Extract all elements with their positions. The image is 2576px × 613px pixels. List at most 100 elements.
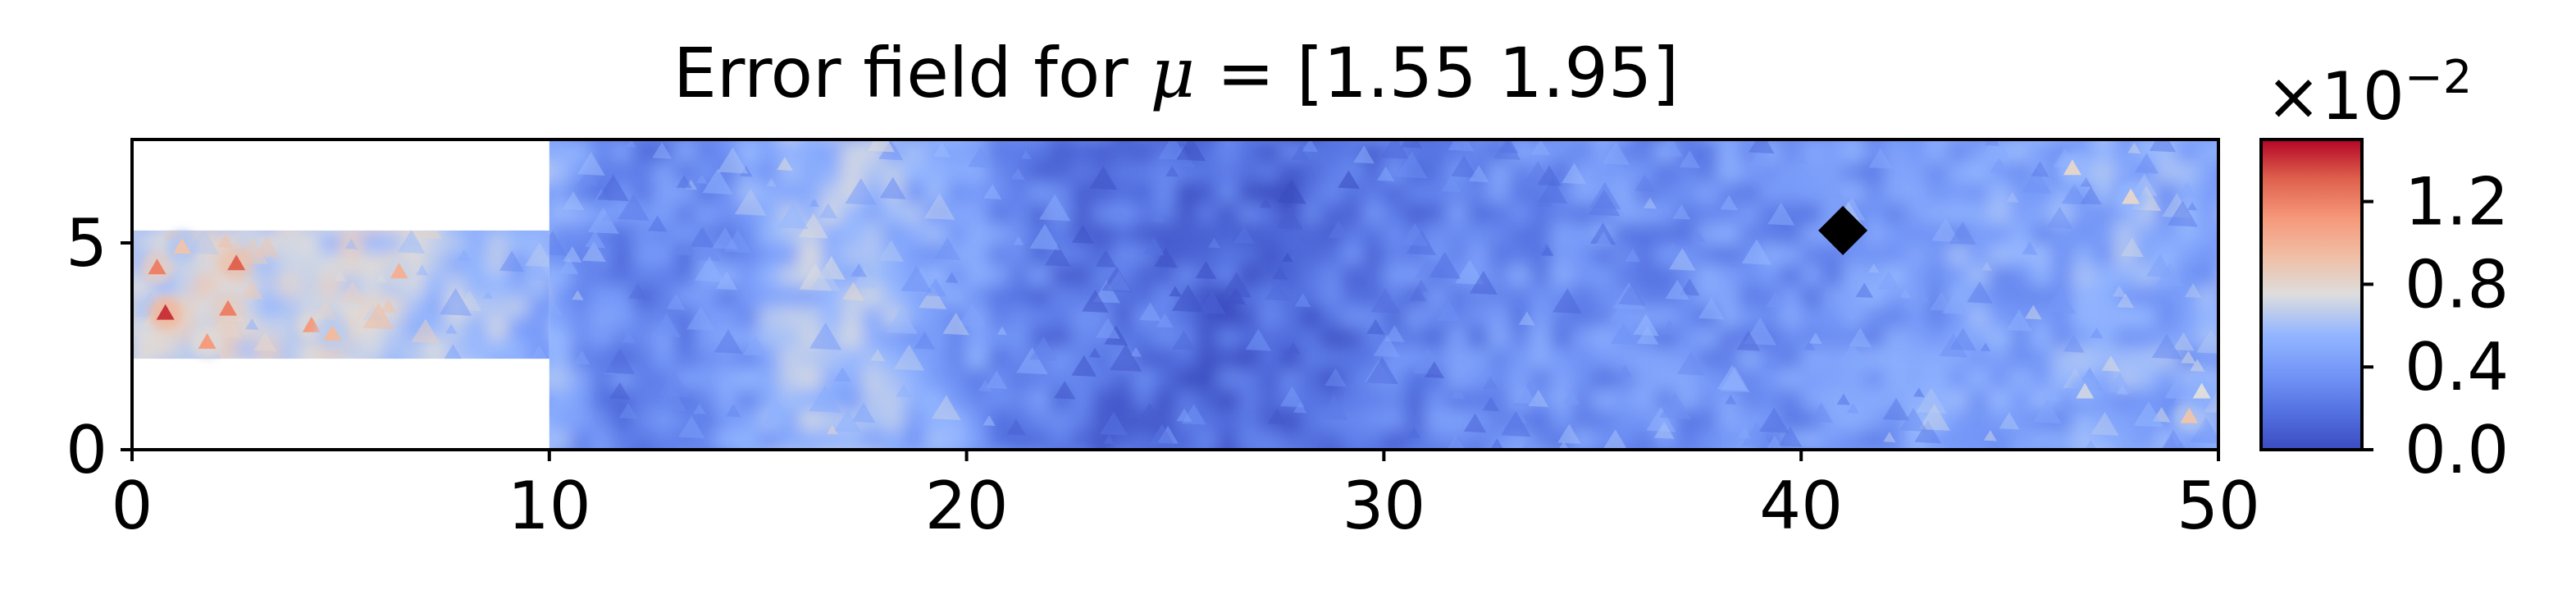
mesh-speckle: [1849, 327, 1872, 348]
field-cell: [2009, 387, 2033, 410]
field-cell: [882, 263, 906, 286]
field-cell: [1112, 140, 1136, 141]
field-cell: [1509, 450, 1531, 472]
field-cell: [1133, 325, 1156, 348]
field-cell: [674, 201, 697, 224]
field-cell: [1425, 450, 1448, 472]
mesh-speckle: [694, 256, 725, 282]
field-cell: [1821, 140, 1845, 141]
field-cell: [1655, 201, 1678, 224]
field-cell: [132, 272, 134, 296]
field-cell: [1112, 160, 1136, 183]
field-cell: [1863, 387, 1886, 410]
field-cell: [1655, 304, 1678, 327]
mesh-speckle: [1725, 394, 1737, 405]
mesh-speckle: [1552, 288, 1583, 314]
field-cell: [2072, 243, 2095, 266]
field-cell: [1863, 181, 1886, 204]
field-cell: [1216, 140, 1240, 141]
mesh-speckle: [734, 188, 767, 216]
mesh-speckle: [1424, 361, 1445, 378]
field-cell: [132, 230, 155, 254]
field-cell: [841, 201, 864, 224]
field-cell: [1384, 140, 1407, 141]
mesh-speckle: [1949, 221, 1976, 245]
field-cell: [549, 140, 551, 162]
x-axis: 0 10 20 30 40 50: [112, 450, 2260, 544]
mesh-speckle: [411, 318, 440, 344]
mesh-speckle: [1931, 217, 1960, 243]
mesh-speckle: [1558, 441, 1570, 450]
field-cell: [1154, 222, 1177, 245]
field-cell: [716, 304, 739, 327]
mesh-speckle: [2006, 309, 2032, 332]
field-cell: [904, 201, 927, 224]
mesh-speckle: [818, 203, 838, 219]
field-cell: [403, 295, 426, 318]
field-cell: [1592, 284, 1616, 307]
field-cell: [1592, 387, 1616, 410]
mesh-speckle: [1451, 155, 1477, 178]
field-cell: [549, 387, 551, 410]
mesh-speckle: [1463, 413, 1487, 433]
mesh-speckle: [1137, 402, 1163, 425]
field-cell: [1801, 140, 1824, 141]
mesh-speckle: [1005, 419, 1026, 436]
field-cell: [361, 230, 385, 232]
field-cell: [486, 230, 509, 232]
mesh-speckle: [577, 152, 605, 176]
field-cell: [445, 230, 468, 232]
field-cell: [1947, 140, 1970, 141]
field-cell: [1843, 160, 1866, 183]
field-cell: [1196, 387, 1219, 410]
field-cell: [841, 387, 864, 410]
field-cell: [1008, 304, 1031, 327]
field-cell: [1613, 181, 1636, 204]
field-cell: [1092, 140, 1115, 162]
field-cell: [528, 230, 549, 232]
mesh-speckle: [2127, 142, 2141, 154]
field-cell: [674, 140, 697, 141]
field-cell: [778, 263, 802, 286]
field-cell: [2218, 409, 2241, 431]
field-cell: [1676, 181, 1698, 204]
mesh-speckle: [2090, 411, 2119, 436]
field-cell: [633, 450, 655, 472]
field-cell: [1989, 263, 2012, 286]
field-cell: [1238, 140, 1261, 141]
field-cell: [1092, 222, 1115, 245]
field-cell: [1884, 346, 1908, 369]
field-cell: [966, 263, 990, 286]
field-cell: [299, 230, 321, 254]
field-cell: [153, 337, 176, 359]
field-cell: [590, 140, 614, 141]
field-cell: [1028, 140, 1052, 141]
mesh-speckle: [1172, 330, 1196, 350]
field-cell: [862, 201, 885, 224]
mesh-speckle: [253, 236, 280, 258]
mesh-speckle: [1736, 331, 1761, 351]
field-cell: [1238, 387, 1261, 410]
mesh-speckle: [253, 332, 277, 352]
mesh-speckle: [1877, 271, 1901, 290]
field-cell: [841, 325, 864, 348]
mesh-speckle: [1749, 145, 1775, 167]
field-cell: [1676, 325, 1698, 348]
field-cell: [695, 140, 718, 141]
mesh-speckle: [581, 241, 607, 263]
field-cell: [1843, 181, 1866, 204]
y-tick-label: 5: [66, 205, 107, 281]
mesh-speckle: [809, 323, 842, 350]
field-cell: [736, 140, 760, 162]
field-cell: [570, 387, 593, 410]
mesh-speckle: [1489, 438, 1504, 450]
field-cell: [1592, 263, 1616, 286]
field-cell: [1279, 304, 1302, 327]
mesh-speckle: [609, 382, 631, 400]
field-cell: [2156, 450, 2178, 472]
field-cell: [1300, 387, 1324, 410]
mesh-speckle: [1233, 226, 1256, 245]
mesh-speckle: [1089, 166, 1118, 190]
field-cell: [1238, 408, 1261, 431]
field-cell: [403, 230, 426, 232]
